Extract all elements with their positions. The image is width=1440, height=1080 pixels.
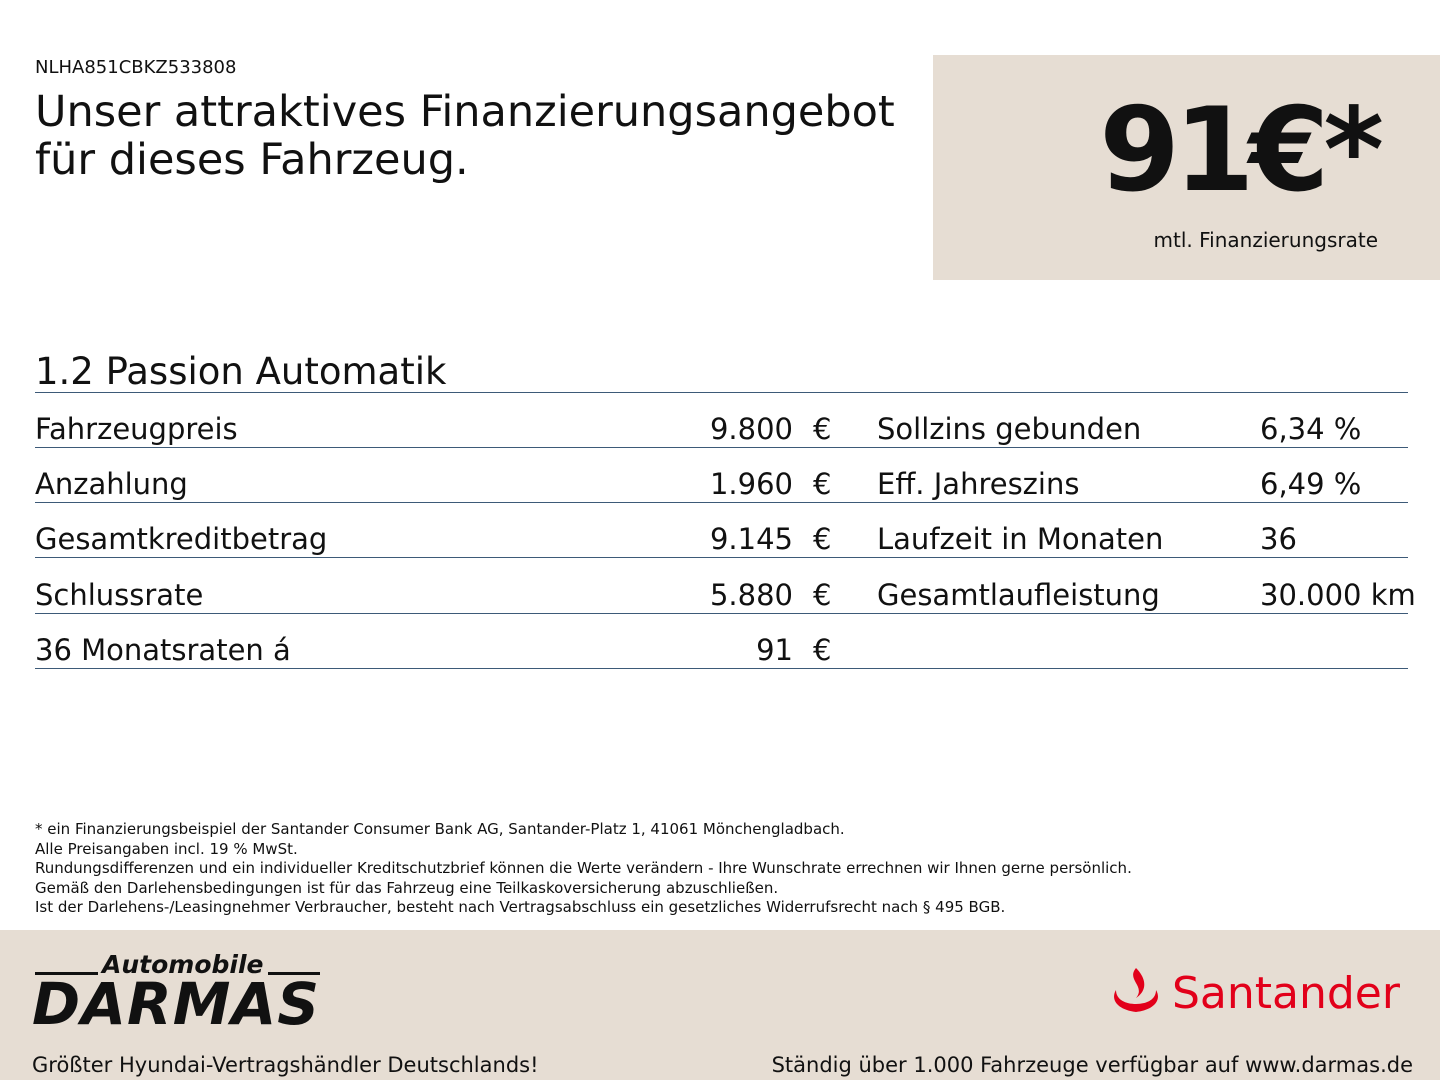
title-line: Unser attraktives Finanzierungsangebot — [35, 87, 895, 137]
price-box: 91€* mtl. Finanzierungsrate — [933, 55, 1440, 280]
footer: Automobile DARMAS Santander Größter Hyun… — [0, 930, 1440, 1080]
row-value: 9.800 — [709, 412, 793, 446]
row-label-2: Eff. Jahreszins — [877, 467, 1080, 502]
rule — [35, 557, 1408, 559]
row-value-2: 36 — [1260, 522, 1297, 557]
row-value: 5.880 — [709, 577, 793, 612]
row-label: Gesamtkreditbetrag — [35, 522, 328, 557]
bank-logo: Santander — [1172, 968, 1400, 1019]
rule — [35, 612, 1408, 614]
row-unit: € — [813, 467, 832, 502]
rule — [35, 447, 1408, 448]
row-label: Anzahlung — [35, 467, 188, 502]
footnote: Ist der Darlehens-/Leasingnehmer Verbrau… — [35, 898, 1006, 916]
row-value-2: 6,49 % — [1260, 467, 1362, 502]
row-label: Schlussrate — [35, 577, 204, 612]
right-tagline: Ständig über 1.000 Fahrzeuge verfügbar a… — [771, 1053, 1413, 1077]
row-value: 1.960 — [709, 467, 793, 502]
row-value-2: 30.000 km — [1260, 577, 1416, 612]
footnote: * ein Finanzierungsbeispiel der Santande… — [35, 820, 845, 838]
title-line: für dieses Fahrzeug. — [35, 135, 469, 185]
dealer-logo: DARMAS — [32, 970, 321, 1038]
title: Unser attraktives Finanzierungsangebot f… — [35, 88, 895, 184]
footnotes: * ein Finanzierungsbeispiel der Santande… — [35, 820, 1132, 918]
rule — [35, 667, 1408, 669]
row-label: Fahrzeugpreis — [35, 412, 238, 446]
price: 91€* — [1099, 83, 1384, 218]
bank-flame — [1114, 968, 1158, 1012]
rule — [35, 502, 1408, 504]
row-unit: € — [813, 412, 832, 446]
model: 1.2 Passion Automatik — [35, 350, 447, 393]
footnote: Rundungsdifferenzen und ein individuelle… — [35, 859, 1132, 877]
row-label-2: Laufzeit in Monaten — [877, 522, 1164, 557]
row-value: 91 — [756, 632, 793, 667]
dealer-small: Automobile — [98, 950, 268, 979]
price-caption: mtl. Finanzierungsrate — [1153, 228, 1378, 252]
row-unit: € — [813, 632, 832, 667]
row-unit: € — [813, 577, 832, 612]
row-label-2: Sollzins gebunden — [877, 412, 1142, 446]
row-label-2: Gesamtlaufleistung — [877, 577, 1160, 612]
row-value-2: 6,34 % — [1260, 412, 1362, 446]
footnote: Gemäß den Darlehensbedingungen ist für d… — [35, 878, 779, 897]
footnote: Alle Preisangaben incl. 19 % MwSt. — [35, 839, 298, 858]
row-label: 36 Monatsraten á — [35, 632, 291, 667]
left-tagline: Größter Hyundai-Vertragshändler Deutschl… — [32, 1053, 539, 1077]
vin: NLHA851CBKZ533808 — [35, 57, 237, 78]
row-unit: € — [813, 522, 832, 557]
rule — [35, 392, 1408, 393]
row-value: 9.145 — [709, 522, 793, 557]
